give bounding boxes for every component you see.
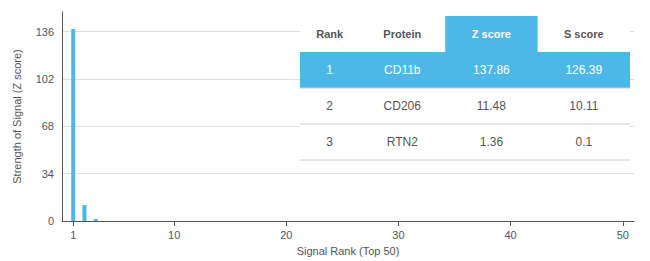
- svg-text:30: 30: [392, 229, 404, 241]
- svg-text:10: 10: [168, 229, 180, 241]
- svg-text:40: 40: [505, 229, 517, 241]
- svg-text:CD11b: CD11b: [384, 63, 421, 77]
- svg-text:Rank: Rank: [316, 28, 344, 40]
- svg-text:136: 136: [36, 26, 54, 38]
- svg-text:2: 2: [326, 99, 333, 113]
- svg-text:Protein: Protein: [383, 28, 421, 40]
- svg-text:126.39: 126.39: [565, 63, 602, 77]
- svg-text:RTN2: RTN2: [387, 135, 418, 149]
- svg-text:137.86: 137.86: [473, 63, 510, 77]
- svg-text:1: 1: [70, 229, 76, 241]
- svg-text:68: 68: [42, 120, 54, 132]
- svg-text:1.36: 1.36: [480, 135, 504, 149]
- svg-text:S score: S score: [564, 28, 604, 40]
- svg-text:10.11: 10.11: [569, 99, 598, 113]
- svg-text:34: 34: [42, 168, 54, 180]
- svg-text:50: 50: [617, 229, 629, 241]
- svg-text:Signal Rank (Top 50): Signal Rank (Top 50): [297, 245, 400, 257]
- svg-text:0: 0: [48, 215, 54, 227]
- svg-text:Strength of Signal (Z score): Strength of Signal (Z score): [11, 49, 23, 184]
- svg-text:3: 3: [326, 135, 333, 149]
- svg-text:1: 1: [326, 63, 333, 77]
- svg-text:0.1: 0.1: [575, 135, 592, 149]
- svg-text:CD206: CD206: [384, 99, 422, 113]
- svg-text:11.48: 11.48: [477, 99, 506, 113]
- svg-text:102: 102: [36, 73, 54, 85]
- svg-text:20: 20: [280, 229, 292, 241]
- svg-text:Z score: Z score: [472, 28, 511, 40]
